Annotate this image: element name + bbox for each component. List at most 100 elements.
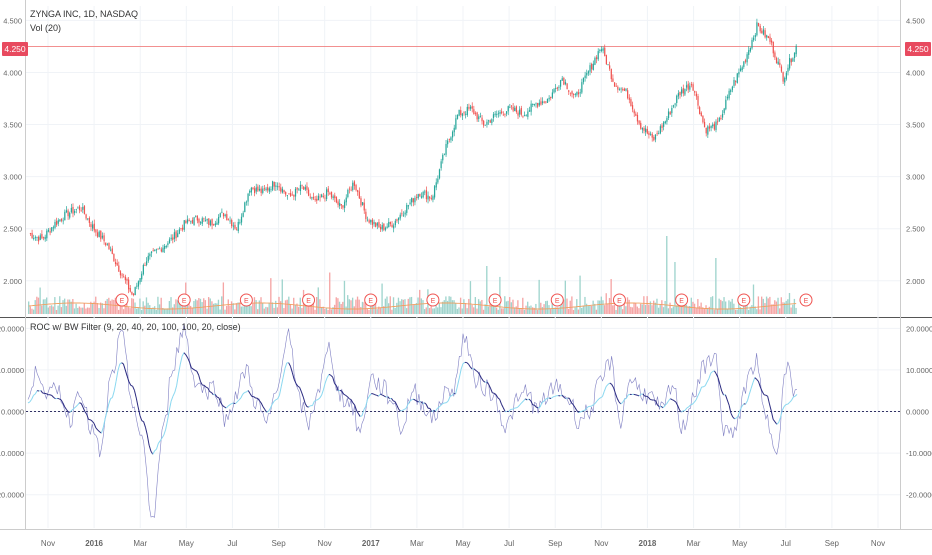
roc-filtered-segment	[793, 396, 795, 397]
candle-body	[511, 106, 512, 107]
x-tick-label: Sep	[548, 539, 563, 548]
candle-body	[794, 53, 795, 58]
candle-body	[653, 137, 654, 140]
volume-bar	[710, 297, 711, 314]
candle-body	[64, 212, 65, 220]
candle-body	[192, 220, 193, 224]
volume-bar	[519, 308, 520, 314]
volume-bar	[781, 297, 782, 314]
candle-body	[655, 134, 656, 139]
candle-body	[130, 288, 131, 292]
volume-bar	[342, 302, 343, 314]
left-roc-tick: -20.0000	[0, 491, 24, 500]
candle-body	[257, 187, 258, 191]
candle-body	[661, 125, 662, 128]
volume-bar	[275, 301, 276, 314]
candle-body	[589, 65, 590, 72]
candle-body	[76, 209, 77, 210]
candle-body	[298, 190, 299, 191]
volume-bar	[201, 302, 202, 314]
candle-body	[355, 185, 356, 190]
candle-body	[720, 118, 721, 119]
volume-bar	[476, 309, 477, 314]
candle-body	[138, 281, 139, 286]
volume-bar	[787, 299, 788, 314]
volume-bar	[368, 310, 369, 314]
candle-body	[527, 112, 528, 117]
volume-bar	[347, 295, 348, 314]
candle-body	[666, 118, 667, 122]
candle-body	[792, 58, 793, 61]
candle-body	[591, 64, 592, 69]
volume-bar	[406, 308, 407, 314]
candle-body	[267, 187, 268, 190]
volume-bar	[714, 310, 715, 314]
candle-body	[766, 35, 767, 37]
candle-body	[773, 42, 774, 54]
x-tick-label: Mar	[687, 539, 701, 548]
candle-body	[403, 215, 404, 216]
volume-bar	[483, 310, 484, 314]
volume-bar	[290, 304, 291, 314]
volume-bar	[661, 300, 662, 314]
candle-body	[764, 30, 765, 37]
roc-filtered-segment	[338, 390, 340, 391]
volume-bar	[712, 296, 713, 314]
candle-body	[656, 133, 657, 134]
volume-bar	[504, 296, 505, 314]
candle-body	[679, 92, 680, 95]
volume-bar	[761, 297, 762, 314]
candle-body	[439, 169, 440, 178]
volume-bar	[206, 309, 207, 314]
volume-bar	[318, 287, 319, 314]
candle-body	[223, 213, 224, 216]
candle-body	[92, 224, 93, 228]
volume-bar	[753, 285, 754, 314]
last-price-badge-left: 4.250	[2, 42, 28, 56]
candle-body	[441, 161, 442, 168]
candle-body	[709, 127, 710, 129]
volume-bar	[385, 299, 386, 314]
volume-bar	[218, 300, 219, 314]
candle-body	[126, 279, 127, 281]
candle-body	[184, 220, 185, 230]
volume-bar	[704, 309, 705, 314]
candle-body	[115, 262, 116, 264]
volume-bar	[391, 310, 392, 314]
candle-body	[331, 192, 332, 197]
candle-body	[200, 222, 201, 223]
candle-body	[584, 76, 585, 78]
volume-bar	[213, 304, 214, 314]
volume-bar	[751, 305, 752, 314]
candle-body	[319, 197, 320, 198]
volume-bar	[352, 298, 353, 314]
candle-body	[128, 280, 129, 290]
candle-body	[516, 106, 517, 112]
volume-bar	[203, 298, 204, 314]
candle-body	[362, 202, 363, 205]
candle-body	[449, 139, 450, 140]
volume-bar	[321, 307, 322, 314]
volume-bar	[295, 305, 296, 314]
volume-bar	[571, 296, 572, 314]
roc-filtered-segment	[536, 407, 538, 408]
candle-body	[796, 46, 797, 54]
volume-bar	[656, 299, 657, 314]
volume-bar	[628, 300, 629, 314]
volume-bar	[41, 305, 42, 314]
volume-bar	[478, 299, 479, 314]
candle-body	[684, 89, 685, 94]
candle-body	[733, 80, 734, 86]
candle-body	[292, 195, 293, 196]
candle-body	[244, 202, 245, 212]
volume-bar	[630, 307, 631, 314]
candle-body	[172, 237, 173, 239]
candle-body	[609, 65, 610, 68]
candle-body	[521, 108, 522, 115]
volume-bar	[422, 300, 423, 314]
candle-body	[532, 104, 533, 105]
volume-bar	[458, 307, 459, 314]
volume-bar	[748, 310, 749, 314]
